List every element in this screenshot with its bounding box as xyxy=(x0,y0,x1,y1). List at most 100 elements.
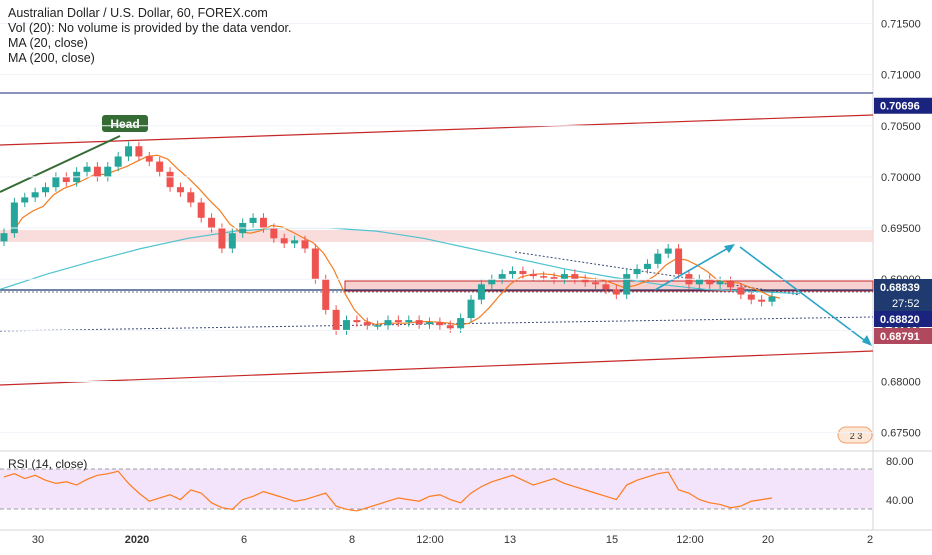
candle-body xyxy=(529,274,537,277)
candle-body xyxy=(602,284,610,290)
candle-body xyxy=(664,248,672,254)
price-label-badge xyxy=(874,279,932,295)
candle-body xyxy=(135,146,143,157)
candle-body xyxy=(197,202,205,218)
ma200-line xyxy=(0,227,801,295)
x-tick-label: 20 xyxy=(762,534,774,546)
candle-body xyxy=(322,279,330,310)
candle-body xyxy=(477,284,485,300)
candle-body xyxy=(62,176,70,183)
y-tick-label: 0.71500 xyxy=(881,19,921,31)
candle-body xyxy=(187,192,195,203)
countdown-badge xyxy=(874,295,932,311)
x-tick-label: 12:00 xyxy=(676,534,704,546)
ma20-path xyxy=(11,154,781,326)
candle-body xyxy=(747,294,755,300)
candle-body xyxy=(612,289,620,295)
rsi-label: RSI (14, close) xyxy=(8,457,88,471)
candle-body xyxy=(509,271,517,275)
candle-body xyxy=(726,281,734,288)
candle-body xyxy=(426,322,434,325)
rsi-tick-label: 80.00 xyxy=(886,456,914,468)
candle-body xyxy=(114,156,122,167)
candle-body xyxy=(228,233,236,249)
x-tick-label: 12:00 xyxy=(416,534,444,546)
candle-body xyxy=(394,320,402,323)
small-badge[interactable]: 2 3 xyxy=(837,426,873,444)
candle-body xyxy=(301,240,309,249)
candle-body xyxy=(93,166,101,177)
head-text: Head xyxy=(110,117,139,131)
candle-body xyxy=(280,238,288,244)
candle-body xyxy=(156,161,164,172)
candle-body xyxy=(737,287,745,295)
candle-body xyxy=(758,299,766,302)
time-axis[interactable]: 30 2020 6 8 12:00 13 15 12:00 20 2 xyxy=(32,534,873,546)
candle-body xyxy=(259,217,267,229)
x-tick-label: 13 xyxy=(504,534,516,546)
y-tick-label: 0.68000 xyxy=(881,376,921,388)
candle-body xyxy=(623,274,631,295)
candle-body xyxy=(342,320,350,331)
head-label[interactable]: Head xyxy=(102,115,148,132)
candle-body xyxy=(31,192,39,198)
candle-body xyxy=(415,320,423,325)
candle-body xyxy=(0,233,8,242)
candle-body xyxy=(332,309,340,331)
candle-body xyxy=(581,279,589,283)
vol-indicator: Vol (20): No volume is provided by the d… xyxy=(8,21,292,35)
x-tick-label: 2 xyxy=(867,534,873,546)
price-labels: 0.70696 0.68839 0.68820 0.68791 27:52 xyxy=(874,97,932,344)
candle-body xyxy=(550,277,558,280)
candle-body xyxy=(768,296,776,302)
candle-body xyxy=(571,274,579,280)
lower-channel-line[interactable] xyxy=(0,350,874,386)
candle-body xyxy=(291,240,299,244)
y-tick-label: 0.69500 xyxy=(881,223,921,235)
price-label-text: 0.68839 xyxy=(880,282,920,294)
y-tick-label: 0.67500 xyxy=(881,428,921,440)
candle-body xyxy=(83,166,91,172)
y-tick-label: 0.70000 xyxy=(881,172,921,184)
candle-body xyxy=(384,320,392,326)
price-label-badge xyxy=(874,311,932,327)
candle-body xyxy=(218,228,226,249)
candle-body xyxy=(592,282,600,285)
projection-arrows[interactable] xyxy=(654,244,872,346)
candle-body xyxy=(706,279,714,285)
candle-body xyxy=(42,187,50,193)
candle-body xyxy=(540,276,548,278)
ma20-indicator: MA (20, close) xyxy=(8,36,88,50)
candle-body xyxy=(675,248,683,275)
candle-body xyxy=(488,279,496,285)
price-label-text: 0.70696 xyxy=(880,101,920,113)
head-trend-line[interactable] xyxy=(0,135,121,193)
candle-body xyxy=(208,217,216,229)
candle-body xyxy=(145,156,153,162)
candle-body xyxy=(467,299,475,319)
chart-legend: Australian Dollar / U.S. Dollar, 60, FOR… xyxy=(8,6,292,66)
price-axis[interactable]: 0.715000.710000.705000.700000.695000.690… xyxy=(0,19,921,440)
candle-body xyxy=(311,248,319,280)
resistance-zone[interactable] xyxy=(0,230,873,242)
y-tick-label: 0.70500 xyxy=(881,121,921,133)
price-label-badge xyxy=(874,328,932,344)
candle-body xyxy=(716,281,724,285)
rsi-band xyxy=(0,469,873,509)
y-tick-label: 0.71000 xyxy=(881,70,921,82)
x-tick-label: 30 xyxy=(32,534,44,546)
countdown-text: 27:52 xyxy=(892,298,920,310)
candle-body xyxy=(166,171,174,188)
rsi-line xyxy=(3,470,773,512)
small-badge-text: 2 3 xyxy=(850,431,863,441)
x-tick-label: 15 xyxy=(606,534,618,546)
candle-body xyxy=(10,202,18,234)
candle-body xyxy=(654,253,662,264)
ma200-indicator: MA (200, close) xyxy=(8,51,95,65)
x-tick-label: 6 xyxy=(241,534,247,546)
upper-channel-line[interactable] xyxy=(0,114,874,146)
candle-body xyxy=(695,279,703,285)
candle-body xyxy=(270,228,278,239)
candle-body xyxy=(374,325,382,327)
